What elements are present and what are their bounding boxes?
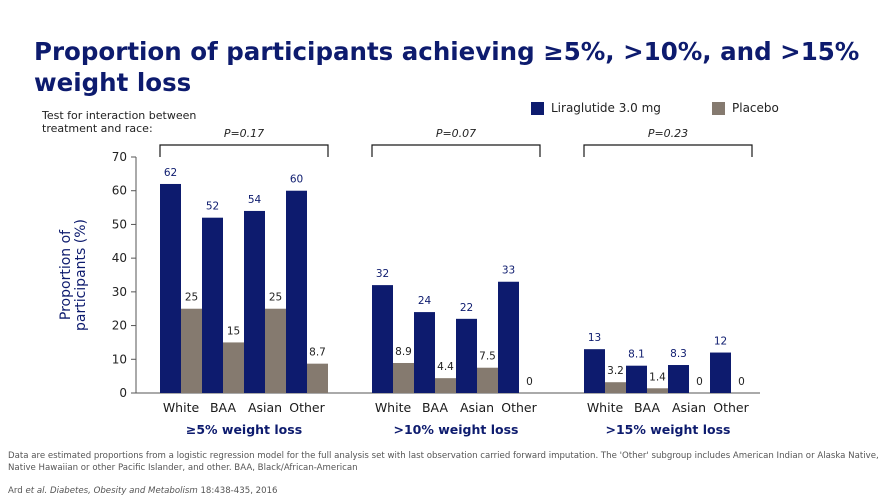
data-label-placebo: 0 xyxy=(696,376,703,388)
bar-liraglutide xyxy=(456,318,477,393)
bar-liraglutide xyxy=(202,217,223,393)
p-value-bracket xyxy=(371,144,541,157)
bar-placebo xyxy=(605,382,626,393)
x-category-label: White xyxy=(163,400,200,415)
x-category-label: Other xyxy=(713,400,749,415)
bar-placebo xyxy=(307,363,328,393)
y-tick-label: 70 xyxy=(112,150,127,164)
data-label-liraglutide: 60 xyxy=(290,174,303,186)
data-label-placebo: 0 xyxy=(738,376,745,388)
data-label-liraglutide: 24 xyxy=(418,295,432,307)
x-category-label: BAA xyxy=(422,400,448,415)
x-category-label: Asian xyxy=(248,400,282,415)
data-label-liraglutide: 13 xyxy=(588,332,601,344)
citation-details: 18:438-435, 2016 xyxy=(197,486,278,496)
data-label-placebo: 1.4 xyxy=(649,371,666,383)
data-label-placebo: 8.9 xyxy=(395,346,412,358)
bar-liraglutide xyxy=(372,285,393,393)
data-label-liraglutide: 12 xyxy=(714,336,727,348)
y-tick-label: 60 xyxy=(112,184,127,198)
legend-swatch-placebo xyxy=(712,101,725,115)
legend-item-placebo: Placebo xyxy=(712,101,779,115)
y-tick-label: 0 xyxy=(119,386,127,400)
footnote: Data are estimated proportions from a lo… xyxy=(8,451,879,473)
bar-liraglutide xyxy=(498,281,519,393)
data-label-liraglutide: 62 xyxy=(164,167,177,179)
bar-liraglutide xyxy=(626,365,647,393)
bar-placebo xyxy=(477,367,498,393)
group-label: >15% weight loss xyxy=(606,422,731,437)
p-value-label: P=0.17 xyxy=(224,127,264,140)
bar-placebo xyxy=(265,308,286,393)
data-label-placebo: 25 xyxy=(269,292,282,304)
data-label-placebo: 25 xyxy=(185,292,198,304)
bar-placebo xyxy=(647,388,668,393)
bar-liraglutide xyxy=(160,183,181,393)
data-label-liraglutide: 33 xyxy=(502,265,515,277)
group-label: ≥5% weight loss xyxy=(186,422,302,437)
data-label-liraglutide: 8.3 xyxy=(670,348,687,360)
bar-placebo xyxy=(435,378,456,393)
data-label-liraglutide: 52 xyxy=(206,201,219,213)
y-axis-title: Proportion ofparticipants (%) xyxy=(58,219,89,331)
bar-liraglutide xyxy=(710,352,731,393)
x-category-label: Other xyxy=(289,400,325,415)
citation-authors: Ard xyxy=(8,486,26,496)
x-category-label: Asian xyxy=(460,400,494,415)
data-label-placebo: 3.2 xyxy=(607,365,624,377)
bar-placebo xyxy=(223,342,244,393)
x-category-label: Other xyxy=(501,400,537,415)
p-value-bracket xyxy=(159,144,329,157)
bar-liraglutide xyxy=(584,349,605,393)
x-category-label: White xyxy=(587,400,624,415)
p-value-label: P=0.07 xyxy=(436,127,476,140)
p-value-label: P=0.23 xyxy=(648,127,688,140)
group-label: >10% weight loss xyxy=(394,422,519,437)
y-tick-label: 50 xyxy=(112,217,127,231)
citation-journal: Diabetes, Obesity and Metabolism xyxy=(49,486,198,496)
y-tick-label: 20 xyxy=(112,319,127,333)
legend-item-liraglutide: Liraglutide 3.0 mg xyxy=(531,101,661,115)
interaction-note: Test for interaction between treatment a… xyxy=(42,109,197,135)
legend-swatch-liraglutide xyxy=(531,101,544,115)
legend-label-placebo: Placebo xyxy=(732,101,779,115)
p-value-bracket xyxy=(583,144,753,157)
data-label-liraglutide: 22 xyxy=(460,302,473,314)
legend-label-liraglutide: Liraglutide 3.0 mg xyxy=(551,101,661,115)
bar-liraglutide xyxy=(244,210,265,393)
data-label-placebo: 4.4 xyxy=(437,361,454,373)
data-label-liraglutide: 32 xyxy=(376,268,389,280)
x-category-label: BAA xyxy=(210,400,236,415)
x-category-label: White xyxy=(375,400,412,415)
data-label-liraglutide: 8.1 xyxy=(628,349,645,361)
data-label-placebo: 0 xyxy=(526,376,533,388)
y-tick-label: 10 xyxy=(112,352,127,366)
bar-liraglutide xyxy=(668,365,689,393)
bar-liraglutide xyxy=(414,312,435,393)
y-tick-label: 30 xyxy=(112,285,127,299)
citation: Ard et al. Diabetes, Obesity and Metabol… xyxy=(8,486,278,496)
citation-etal: et al. xyxy=(25,486,48,496)
data-label-placebo: 8.7 xyxy=(309,347,326,359)
page-title: Proportion of participants achieving ≥5%… xyxy=(34,37,860,97)
x-category-label: Asian xyxy=(672,400,706,415)
data-label-liraglutide: 54 xyxy=(248,194,262,206)
bar-placebo xyxy=(393,362,414,393)
bar-placebo xyxy=(181,308,202,393)
bar-liraglutide xyxy=(286,190,307,393)
x-category-label: BAA xyxy=(634,400,660,415)
data-label-placebo: 7.5 xyxy=(479,351,496,363)
data-label-placebo: 15 xyxy=(227,325,240,337)
y-tick-label: 40 xyxy=(112,251,127,265)
